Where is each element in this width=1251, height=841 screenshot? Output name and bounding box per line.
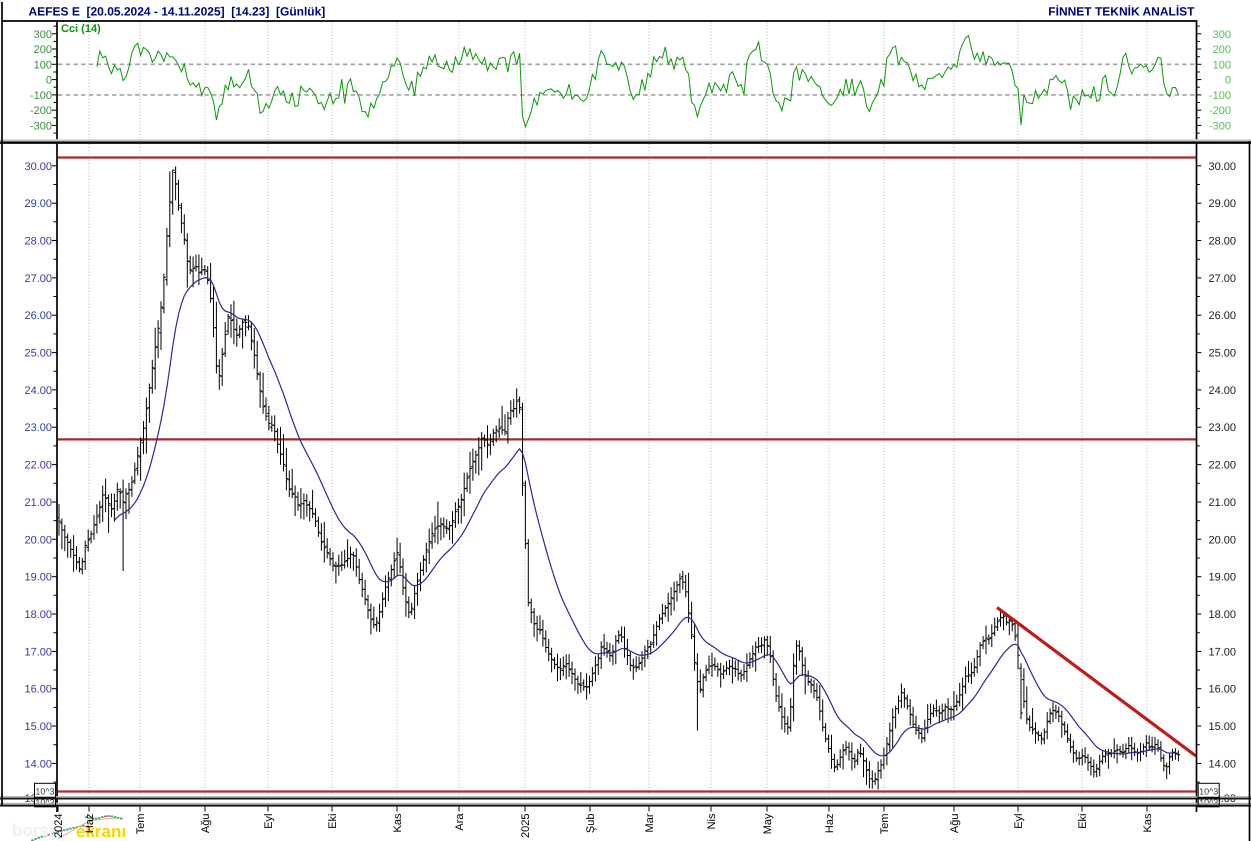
svg-text:20.00: 20.00 bbox=[1208, 534, 1236, 546]
svg-text:28.00: 28.00 bbox=[24, 236, 52, 248]
svg-text:14.00: 14.00 bbox=[1208, 758, 1236, 770]
svg-text:Eki: Eki bbox=[327, 814, 339, 829]
svg-text:0: 0 bbox=[1225, 75, 1231, 87]
svg-text:27.00: 27.00 bbox=[24, 273, 52, 285]
svg-text:15.00: 15.00 bbox=[1208, 721, 1236, 733]
svg-text:-100: -100 bbox=[1209, 90, 1231, 102]
svg-text:23.00: 23.00 bbox=[1208, 422, 1236, 434]
svg-text:AEFES E [20.05.2024 - 14.11.2: AEFES E [20.05.2024 - 14.11.2025] [14.23… bbox=[29, 5, 326, 19]
svg-text:16.00: 16.00 bbox=[1208, 684, 1236, 696]
svg-text:Kas: Kas bbox=[392, 813, 404, 832]
svg-text:Eyl: Eyl bbox=[1013, 814, 1025, 829]
svg-text:2024: 2024 bbox=[53, 814, 65, 838]
svg-text:30.00: 30.00 bbox=[24, 161, 52, 173]
svg-text:28.00: 28.00 bbox=[1208, 236, 1236, 248]
svg-text:2025: 2025 bbox=[520, 814, 532, 838]
svg-text:Ağu: Ağu bbox=[949, 814, 961, 834]
svg-text:-100: -100 bbox=[30, 90, 52, 102]
svg-text:23.00: 23.00 bbox=[24, 422, 52, 434]
svg-text:29.00: 29.00 bbox=[1208, 198, 1236, 210]
svg-text:27.00: 27.00 bbox=[1208, 273, 1236, 285]
svg-text:FİNNET TEKNİK ANALİST: FİNNET TEKNİK ANALİST bbox=[1048, 5, 1195, 19]
svg-text:24.00: 24.00 bbox=[1208, 385, 1236, 397]
svg-text:10^3: 10^3 bbox=[1199, 798, 1218, 808]
svg-text:May: May bbox=[762, 813, 774, 834]
svg-text:15.00: 15.00 bbox=[24, 721, 52, 733]
svg-text:Haz: Haz bbox=[824, 814, 836, 834]
svg-text:100: 100 bbox=[34, 59, 52, 71]
svg-text:10^3: 10^3 bbox=[35, 786, 54, 796]
svg-text:200: 200 bbox=[34, 44, 52, 56]
svg-text:14.00: 14.00 bbox=[24, 758, 52, 770]
svg-text:Şub: Şub bbox=[585, 814, 597, 834]
svg-text:0: 0 bbox=[46, 75, 52, 87]
svg-text:21.00: 21.00 bbox=[24, 497, 52, 509]
svg-text:18.00: 18.00 bbox=[24, 609, 52, 621]
svg-text:29.00: 29.00 bbox=[24, 198, 52, 210]
svg-text:Ara: Ara bbox=[454, 813, 466, 831]
svg-text:17.00: 17.00 bbox=[1208, 646, 1236, 658]
svg-text:Tem: Tem bbox=[879, 814, 891, 835]
svg-text:borsa: borsa bbox=[12, 821, 59, 840]
svg-text:26.00: 26.00 bbox=[24, 310, 52, 322]
svg-text:-200: -200 bbox=[30, 105, 52, 117]
svg-text:ekranı: ekranı bbox=[76, 822, 126, 841]
svg-text:Kas: Kas bbox=[1142, 813, 1154, 832]
svg-text:-200: -200 bbox=[1209, 105, 1231, 117]
svg-text:10^3: 10^3 bbox=[1199, 786, 1218, 796]
svg-text:200: 200 bbox=[1213, 44, 1231, 56]
svg-text:19.00: 19.00 bbox=[1208, 572, 1236, 584]
svg-text:Ağu: Ağu bbox=[200, 814, 212, 834]
svg-text:Eyl: Eyl bbox=[263, 814, 275, 829]
svg-text:100: 100 bbox=[1213, 59, 1231, 71]
svg-text:-300: -300 bbox=[1209, 120, 1231, 132]
svg-text:16.00: 16.00 bbox=[24, 684, 52, 696]
svg-text:10^3: 10^3 bbox=[35, 798, 54, 808]
svg-text:-300: -300 bbox=[30, 120, 52, 132]
svg-text:Mar: Mar bbox=[644, 813, 656, 832]
svg-text:22.00: 22.00 bbox=[1208, 460, 1236, 472]
svg-text:Nis: Nis bbox=[706, 813, 718, 829]
svg-text:22.00: 22.00 bbox=[24, 460, 52, 472]
svg-text:19.00: 19.00 bbox=[24, 572, 52, 584]
svg-text:21.00: 21.00 bbox=[1208, 497, 1236, 509]
svg-text:30.00: 30.00 bbox=[1208, 161, 1236, 173]
svg-text:Haz: Haz bbox=[84, 814, 96, 834]
svg-text:300: 300 bbox=[34, 29, 52, 41]
svg-text:17.00: 17.00 bbox=[24, 646, 52, 658]
svg-text:300: 300 bbox=[1213, 29, 1231, 41]
svg-text:Eki: Eki bbox=[1077, 814, 1089, 829]
svg-text:26.00: 26.00 bbox=[1208, 310, 1236, 322]
svg-text:25.00: 25.00 bbox=[1208, 348, 1236, 360]
svg-text:18.00: 18.00 bbox=[1208, 609, 1236, 621]
svg-text:Cci (14): Cci (14) bbox=[61, 23, 101, 35]
svg-text:25.00: 25.00 bbox=[24, 348, 52, 360]
svg-text:24.00: 24.00 bbox=[24, 385, 52, 397]
svg-text:20.00: 20.00 bbox=[24, 534, 52, 546]
svg-text:Tem: Tem bbox=[135, 814, 147, 835]
